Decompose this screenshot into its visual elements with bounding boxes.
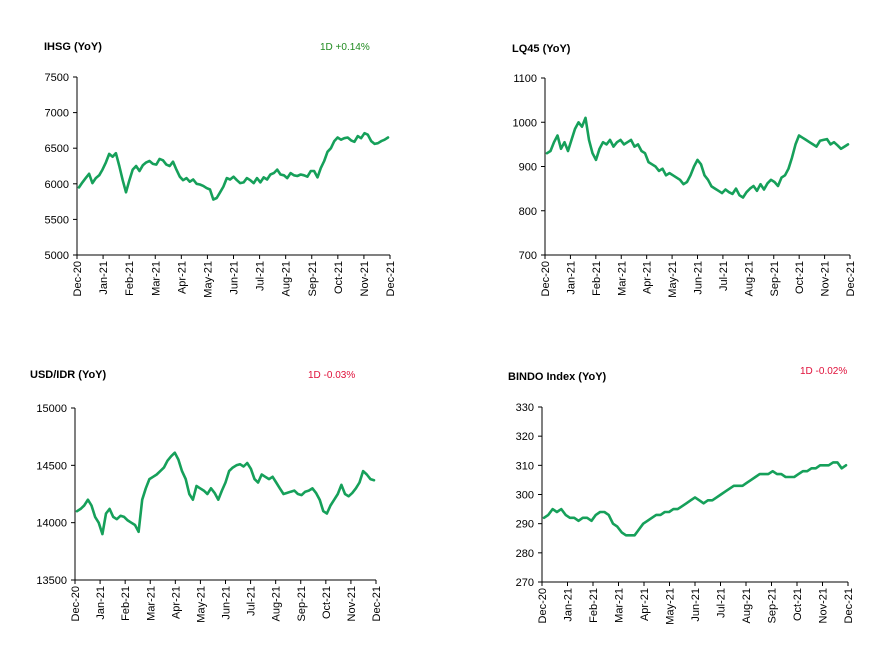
y-tick-label: 330	[516, 402, 534, 414]
series-line	[542, 461, 848, 537]
y-tick-label: 300	[516, 490, 534, 502]
x-tick-label: Apr-21	[170, 586, 182, 619]
x-tick-label: Jan-21	[563, 588, 575, 622]
y-tick-label: 15000	[36, 403, 67, 415]
x-tick-label: Oct-21	[794, 261, 806, 294]
x-tick-label: Jul-21	[718, 261, 730, 291]
x-tick-label: Apr-21	[176, 261, 188, 294]
x-tick-label: Oct-21	[333, 261, 345, 294]
y-tick-label: 6500	[45, 143, 69, 155]
chart-title: IHSG (YoY)	[44, 41, 102, 53]
x-tick-label: Mar-21	[150, 261, 162, 296]
y-tick-label: 900	[519, 162, 537, 174]
x-tick-label: Nov-21	[820, 261, 832, 296]
x-tick-label: Nov-21	[818, 588, 830, 623]
x-tick-label: Sep-21	[307, 261, 319, 296]
x-tick-label: Mar-21	[145, 586, 157, 621]
x-tick-label: Feb-21	[588, 588, 600, 623]
x-tick-label: Aug-21	[741, 588, 753, 623]
change-label: 1D +0.14%	[320, 42, 370, 53]
x-tick-label: May-21	[665, 588, 677, 625]
x-tick-label: Jan-21	[95, 586, 107, 620]
y-tick-label: 1100	[513, 73, 537, 85]
series-line	[545, 116, 850, 199]
x-tick-label: Oct-21	[792, 588, 804, 621]
x-tick-label: Sep-21	[767, 588, 779, 623]
chart-title: USD/IDR (YoY)	[30, 369, 107, 381]
x-tick-label: Dec-20	[540, 261, 552, 296]
x-tick-label: Dec-21	[385, 261, 397, 296]
series-line	[75, 451, 376, 536]
x-tick-label: Mar-21	[614, 588, 626, 623]
x-tick-label: Aug-21	[281, 261, 293, 296]
x-tick-label: Jul-21	[255, 261, 267, 291]
y-tick-label: 800	[519, 206, 537, 218]
x-tick-label: Jun-21	[229, 261, 241, 295]
y-tick-label: 310	[516, 460, 534, 472]
y-tick-label: 1000	[513, 117, 537, 129]
y-tick-label: 7000	[45, 108, 69, 120]
x-tick-label: Jun-21	[693, 261, 705, 295]
lq45-chart: LQ45 (YoY) 700 800 900 1000 1100 Dec-20 Jan-21…	[512, 43, 857, 298]
y-tick-label: 14500	[36, 460, 67, 472]
x-tick-label: Dec-20	[72, 261, 84, 296]
x-tick-label: Feb-21	[591, 261, 603, 296]
change-label: 1D -0.03%	[308, 370, 355, 381]
y-tick-label: 6000	[45, 179, 69, 191]
y-tick-label: 320	[516, 431, 534, 443]
x-tick-label: Jul-21	[246, 586, 258, 616]
x-tick-label: May-21	[195, 586, 207, 623]
x-tick-label: Sep-21	[296, 586, 308, 621]
y-tick-label: 5500	[45, 214, 69, 226]
x-tick-label: Nov-21	[346, 586, 358, 621]
y-tick-label: 7500	[45, 72, 69, 84]
x-tick-label: Aug-21	[271, 586, 283, 621]
x-tick-label: Dec-21	[845, 261, 857, 296]
y-tick-label: 14000	[36, 518, 67, 530]
x-tick-label: Mar-21	[616, 261, 628, 296]
x-tick-label: Nov-21	[359, 261, 371, 296]
x-tick-label: Dec-21	[843, 588, 855, 623]
y-tick-label: 13500	[36, 575, 67, 587]
usd-idr-chart: USD/IDR (YoY) 1D -0.03% 13500 14000 14500 1…	[30, 369, 383, 623]
x-tick-label: May-21	[202, 261, 214, 298]
x-tick-label: Dec-20	[70, 586, 82, 621]
x-tick-label: Feb-21	[124, 261, 136, 296]
bindo-chart: BINDO Index (YoY) 1D -0.02% 270 280 290 300…	[508, 366, 855, 625]
y-tick-label: 5000	[45, 250, 69, 262]
x-tick-label: Oct-21	[321, 586, 333, 619]
y-tick-label: 270	[516, 577, 534, 589]
x-tick-label: May-21	[667, 261, 679, 298]
x-tick-label: Sep-21	[769, 261, 781, 296]
x-tick-label: Dec-20	[537, 588, 549, 623]
x-tick-label: Jun-21	[221, 586, 233, 620]
y-tick-label: 290	[516, 519, 534, 531]
x-tick-label: Dec-21	[371, 586, 383, 621]
y-tick-label: 280	[516, 548, 534, 560]
x-tick-label: Jun-21	[690, 588, 702, 622]
y-tick-label: 700	[519, 250, 537, 262]
x-tick-label: Feb-21	[120, 586, 132, 621]
x-tick-label: Jan-21	[565, 261, 577, 295]
ihsg-chart: IHSG (YoY) 1D +0.14% 5000 5500 6000 6500 700…	[44, 41, 397, 298]
x-tick-label: Jan-21	[98, 261, 110, 295]
change-label: 1D -0.02%	[800, 366, 847, 377]
chart-title: LQ45 (YoY)	[512, 43, 571, 55]
x-tick-label: Jul-21	[716, 588, 728, 618]
x-tick-label: Apr-21	[639, 588, 651, 621]
chart-title: BINDO Index (YoY)	[508, 371, 607, 383]
series-line	[77, 131, 390, 201]
x-tick-label: Apr-21	[642, 261, 654, 294]
x-tick-label: Aug-21	[743, 261, 755, 296]
